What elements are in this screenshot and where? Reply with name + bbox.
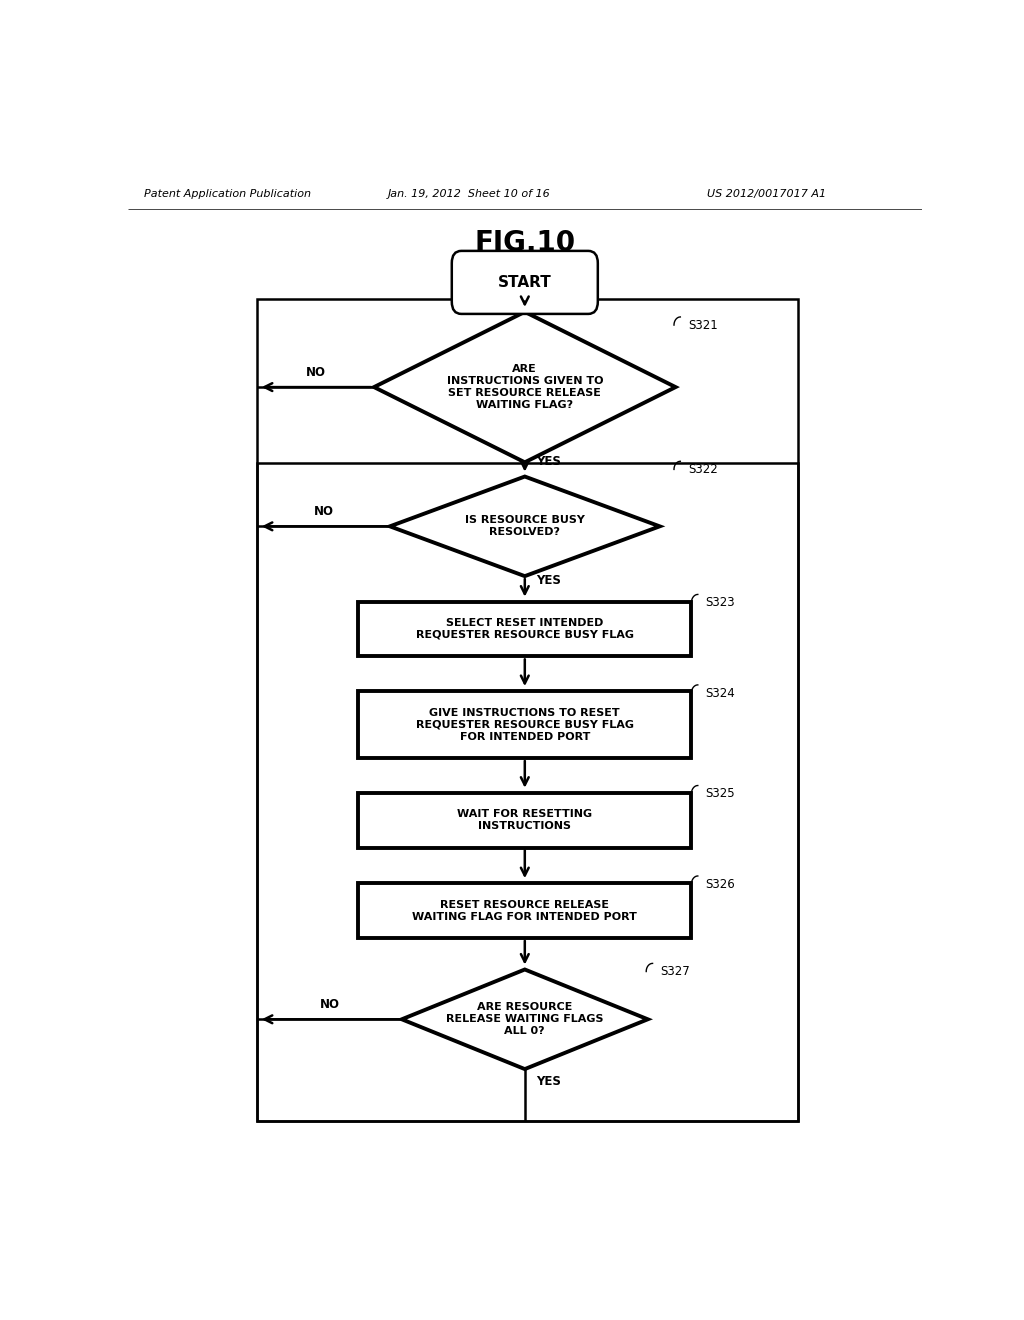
Text: NO: NO	[313, 506, 334, 519]
Text: S325: S325	[706, 787, 735, 800]
Polygon shape	[390, 477, 659, 576]
FancyBboxPatch shape	[452, 251, 598, 314]
Polygon shape	[374, 312, 676, 462]
Bar	[358, 792, 691, 847]
Text: NO: NO	[319, 998, 340, 1011]
Bar	[358, 883, 691, 939]
Bar	[257, 463, 798, 1121]
Text: US 2012/0017017 A1: US 2012/0017017 A1	[708, 189, 826, 199]
Text: YES: YES	[536, 455, 561, 467]
Text: ARE
INSTRUCTIONS GIVEN TO
SET RESOURCE RELEASE
WAITING FLAG?: ARE INSTRUCTIONS GIVEN TO SET RESOURCE R…	[446, 364, 603, 411]
Text: S321: S321	[688, 318, 718, 331]
Text: S322: S322	[688, 463, 718, 477]
Text: IS RESOURCE BUSY
RESOLVED?: IS RESOURCE BUSY RESOLVED?	[465, 515, 585, 537]
Text: YES: YES	[536, 574, 561, 587]
Bar	[358, 602, 691, 656]
Bar	[257, 298, 798, 1121]
Text: S327: S327	[660, 965, 690, 978]
Text: S326: S326	[706, 878, 735, 891]
Text: FIG.10: FIG.10	[474, 228, 575, 257]
Bar	[358, 690, 691, 758]
Text: Jan. 19, 2012  Sheet 10 of 16: Jan. 19, 2012 Sheet 10 of 16	[388, 189, 551, 199]
Text: WAIT FOR RESETTING
INSTRUCTIONS: WAIT FOR RESETTING INSTRUCTIONS	[458, 809, 592, 832]
Text: Patent Application Publication: Patent Application Publication	[143, 189, 311, 199]
Text: YES: YES	[536, 1074, 561, 1088]
Text: ARE RESOURCE
RELEASE WAITING FLAGS
ALL 0?: ARE RESOURCE RELEASE WAITING FLAGS ALL 0…	[446, 1002, 603, 1036]
Text: GIVE INSTRUCTIONS TO RESET
REQUESTER RESOURCE BUSY FLAG
FOR INTENDED PORT: GIVE INSTRUCTIONS TO RESET REQUESTER RES…	[416, 708, 634, 742]
Text: NO: NO	[306, 366, 326, 379]
Polygon shape	[401, 969, 648, 1069]
Text: RESET RESOURCE RELEASE
WAITING FLAG FOR INTENDED PORT: RESET RESOURCE RELEASE WAITING FLAG FOR …	[413, 899, 637, 921]
Text: S323: S323	[706, 597, 735, 609]
Text: SELECT RESET INTENDED
REQUESTER RESOURCE BUSY FLAG: SELECT RESET INTENDED REQUESTER RESOURCE…	[416, 618, 634, 640]
Text: S324: S324	[706, 686, 735, 700]
Text: START: START	[498, 275, 552, 290]
